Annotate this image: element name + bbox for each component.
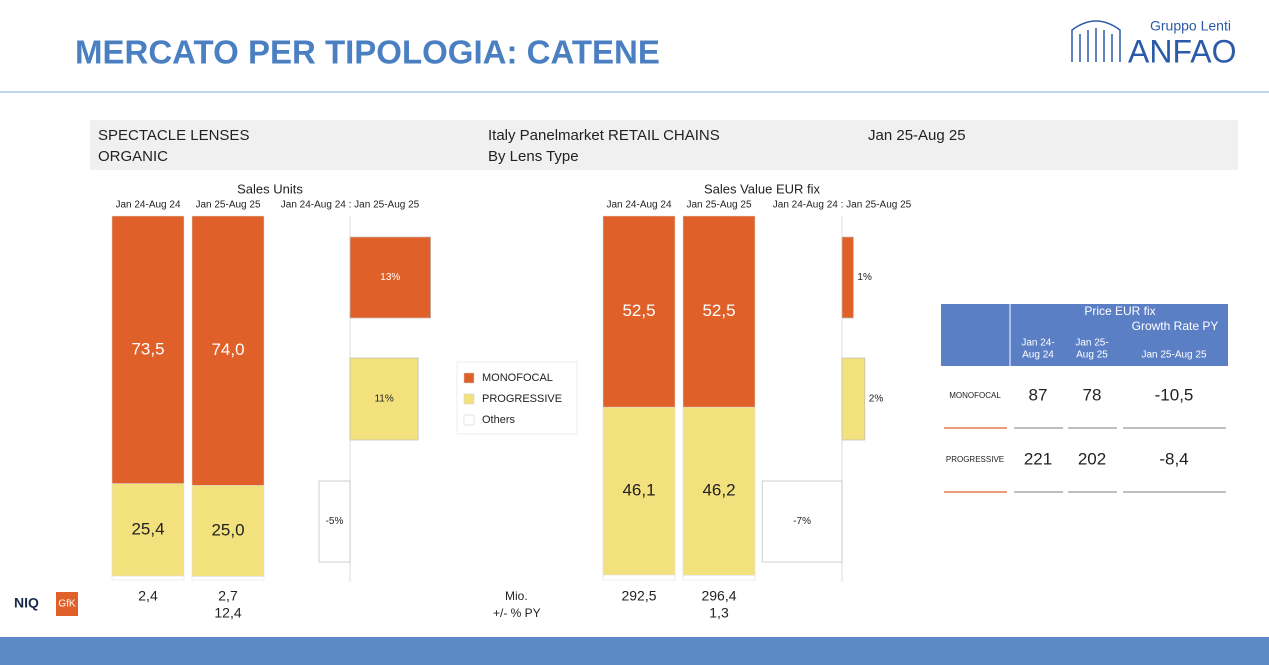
total-growth: 1,3 <box>709 605 729 621</box>
brand-badge <box>56 592 78 616</box>
growth-label: 1% <box>857 272 872 283</box>
unit-label: +/- % PY <box>493 606 541 620</box>
total-label: 296,4 <box>701 588 736 604</box>
x-tick-label: Jan 25-Aug 25 <box>195 200 260 211</box>
legend-swatch <box>463 393 475 405</box>
table-title: Growth Rate PY <box>1132 319 1219 333</box>
x-tick-label: Jan 24-Aug 24 <box>115 200 180 211</box>
growth-label: -5% <box>326 516 344 527</box>
growth-bar <box>349 236 431 319</box>
growth-bar <box>761 480 843 563</box>
bar-segment <box>111 483 185 577</box>
unit-label: Mio. <box>505 589 528 603</box>
table-cell: 221 <box>1024 449 1052 468</box>
brand: NIQ <box>14 595 39 611</box>
bar-segment <box>682 575 756 581</box>
legend-label: MONOFOCAL <box>482 372 553 384</box>
col-header: Aug 24 <box>1022 350 1054 361</box>
growth-label: -7% <box>793 516 811 527</box>
col-header: Jan 25-Aug 25 <box>1141 350 1206 361</box>
value-label: 74,0 <box>211 340 244 359</box>
legend-swatch <box>463 372 475 384</box>
total-label: 2,7 <box>218 588 238 604</box>
table-cell: 78 <box>1083 385 1102 404</box>
footer-band <box>0 637 1269 665</box>
value-label: 73,5 <box>131 339 164 358</box>
bar-segment <box>602 215 676 408</box>
bar-segment <box>682 215 756 408</box>
bar-segment <box>191 215 265 486</box>
logo-top: Gruppo Lenti <box>1150 18 1231 34</box>
table-cell: -10,5 <box>1155 385 1194 404</box>
chart-title: Sales Value EUR fix <box>704 181 821 196</box>
growth-bar <box>349 357 419 441</box>
growth-bar <box>318 480 351 563</box>
value-label: 46,1 <box>622 480 655 499</box>
panel-text: Jan 25-Aug 25 <box>868 127 966 144</box>
panel-band <box>90 120 1238 170</box>
legend-label: PROGRESSIVE <box>482 393 562 405</box>
value-label: 52,5 <box>622 301 655 320</box>
legend-box <box>456 361 578 435</box>
row-label: PROGRESSIVE <box>946 455 1004 464</box>
logo-main: ANFAO <box>1128 33 1236 69</box>
legend-swatch <box>463 414 475 426</box>
panel-text: SPECTACLE LENSES <box>98 127 249 144</box>
table-cell: -8,4 <box>1159 449 1188 468</box>
table-title: Price EUR fix <box>1084 304 1155 318</box>
growth-title: Jan 24-Aug 24 : Jan 25-Aug 25 <box>281 200 420 211</box>
legend-label: Others <box>482 414 516 426</box>
panel-text: ORGANIC <box>98 148 168 165</box>
bar-segment <box>602 406 676 576</box>
bar-segment <box>682 406 756 576</box>
chart-title: Sales Units <box>237 181 303 196</box>
bar-segment <box>111 215 185 484</box>
growth-label: 2% <box>869 394 884 405</box>
row-label: MONOFOCAL <box>949 391 1001 400</box>
table-header-bg <box>941 304 1228 366</box>
bar-segment <box>191 576 265 581</box>
col-header: Jan 25- <box>1075 338 1108 349</box>
total-label: 2,4 <box>138 588 158 604</box>
col-header: Jan 24- <box>1021 338 1054 349</box>
brand: GfK <box>58 599 76 610</box>
x-tick-label: Jan 25-Aug 25 <box>686 200 751 211</box>
bar-segment <box>111 575 185 581</box>
col-header: Aug 25 <box>1076 350 1108 361</box>
value-label: 25,4 <box>131 519 164 538</box>
panel-text: Italy Panelmarket RETAIL CHAINS <box>488 127 720 144</box>
logo-icon <box>1071 20 1121 62</box>
growth-bar <box>841 236 854 319</box>
slide-title: MERCATO PER TIPOLOGIA: CATENE <box>75 34 660 71</box>
total-growth: 12,4 <box>214 605 241 621</box>
growth-title: Jan 24-Aug 24 : Jan 25-Aug 25 <box>773 200 912 211</box>
value-label: 52,5 <box>702 301 735 320</box>
panel-text: By Lens Type <box>488 148 579 165</box>
value-label: 25,0 <box>211 520 244 539</box>
growth-label: 13% <box>380 272 400 283</box>
growth-bar <box>841 357 866 441</box>
x-tick-label: Jan 24-Aug 24 <box>606 200 671 211</box>
bar-segment <box>191 485 265 577</box>
table-cell: 202 <box>1078 449 1106 468</box>
value-label: 46,2 <box>702 481 735 500</box>
growth-label: 11% <box>374 394 393 405</box>
total-label: 292,5 <box>621 588 656 604</box>
bar-segment <box>602 574 676 581</box>
table-cell: 87 <box>1029 385 1048 404</box>
